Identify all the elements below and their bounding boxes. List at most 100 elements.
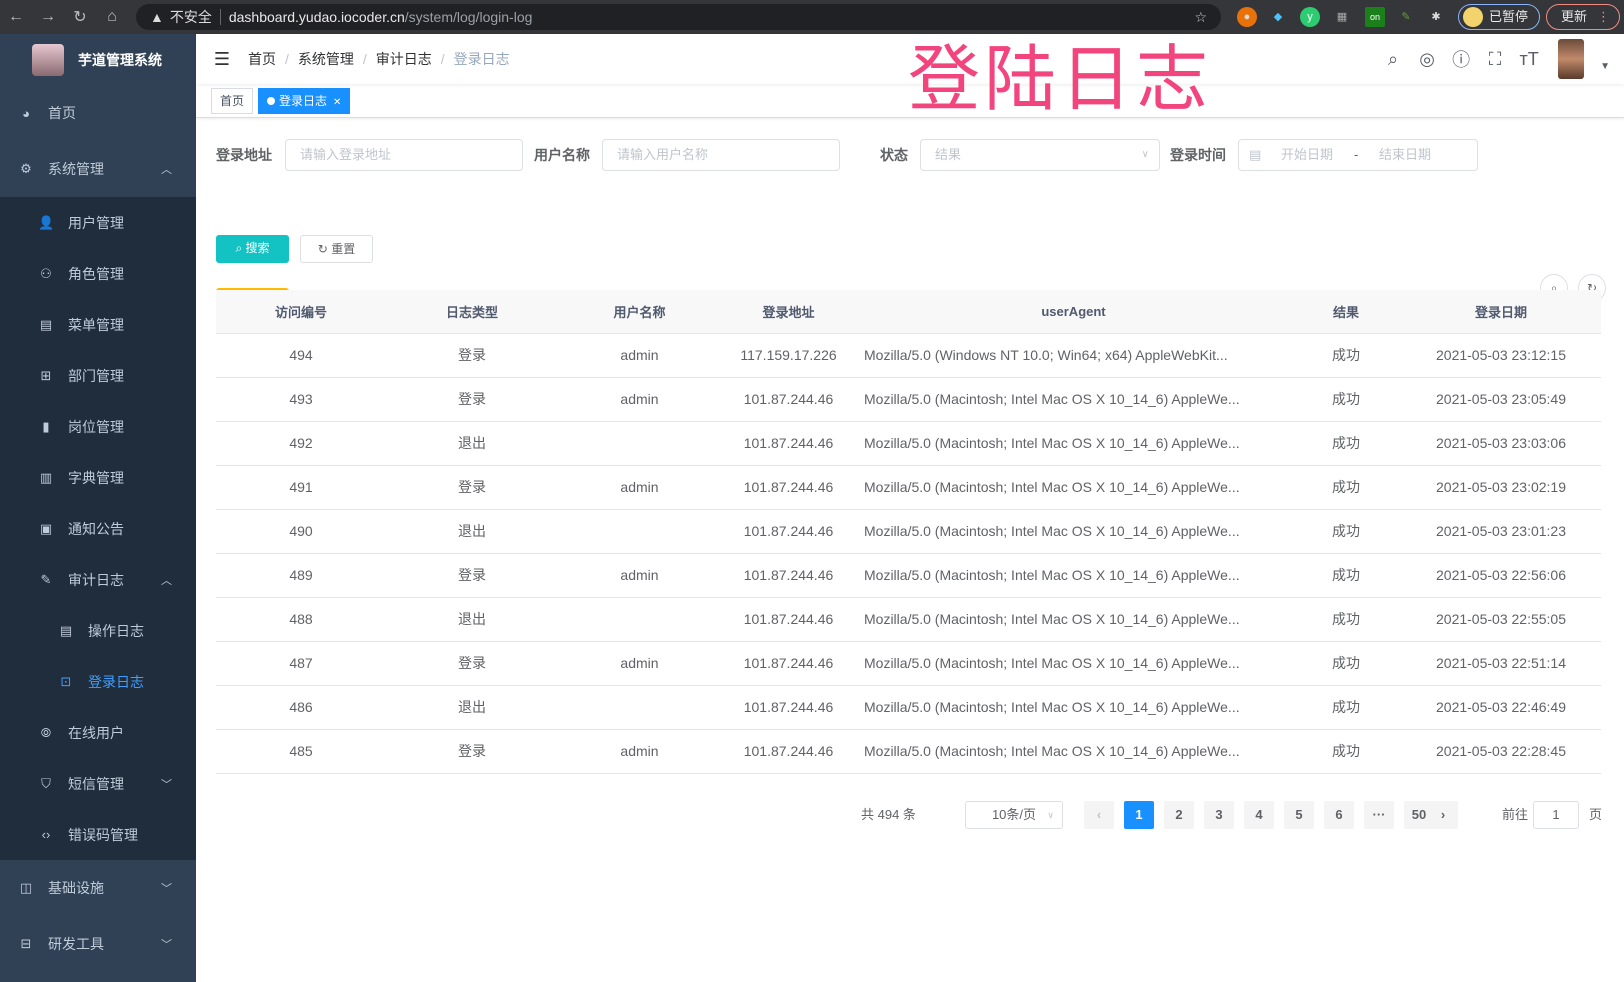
page-button[interactable]: 3 — [1204, 801, 1234, 829]
extension-leaf-icon[interactable]: ✎ — [1401, 11, 1411, 23]
caret-down-icon[interactable]: ▼ — [1600, 60, 1610, 72]
table-cell: 2021-05-03 23:02:19 — [1401, 465, 1601, 510]
page-button[interactable]: 1 — [1124, 801, 1154, 829]
search-icon[interactable]: ⌕ — [1388, 48, 1399, 69]
sidebar-item[interactable]: ✎ 审计日志 ︿ — [0, 554, 196, 605]
tag-login-log[interactable]: 登录日志 ✕ — [258, 87, 351, 114]
username-label: 用户名称 — [534, 147, 590, 163]
extensions-puzzle-icon[interactable]: ✱ — [1431, 11, 1441, 23]
table-cell: 101.87.244.46 — [721, 421, 856, 466]
app-name: 芋道管理系统 — [78, 51, 162, 68]
table-cell: 101.87.244.46 — [721, 685, 856, 730]
table-cell: 488 — [216, 597, 386, 642]
page-button[interactable]: ··· — [1364, 801, 1394, 829]
table-cell: 退出 — [386, 597, 558, 642]
breadcrumb-current: 登录日志 — [453, 51, 510, 67]
page-size-select[interactable]: 10条/页 ∨ — [965, 801, 1063, 829]
extension-y-icon[interactable]: y — [1300, 7, 1320, 27]
back-icon[interactable]: ← — [8, 8, 24, 25]
reset-button[interactable]: ↻ 重置 — [300, 235, 373, 263]
next-page-button[interactable]: › — [1428, 801, 1458, 829]
fullscreen-icon[interactable]: ⛶ — [1488, 48, 1502, 69]
column-header: 结果 — [1291, 290, 1401, 334]
table-cell: 登录 — [386, 465, 558, 510]
font-size-icon[interactable]: ᴛT — [1519, 48, 1539, 69]
page-button[interactable]: 6 — [1324, 801, 1354, 829]
table-cell: 494 — [216, 333, 386, 378]
reload-icon[interactable]: ↻ — [73, 9, 87, 26]
table-cell: 成功 — [1291, 729, 1401, 774]
goto-page-input[interactable]: 1 — [1533, 801, 1579, 829]
table-cell: Mozilla/5.0 (Macintosh; Intel Mac OS X 1… — [856, 597, 1291, 642]
url-path: /system/log/login-log — [404, 9, 533, 25]
home-icon[interactable]: ⌂ — [107, 8, 117, 25]
sidebar-item[interactable]: ▤ 菜单管理 — [0, 299, 196, 350]
dict-icon: ▥ — [39, 469, 53, 485]
sidebar-item[interactable]: ‹› 错误码管理 — [0, 809, 196, 860]
page-button[interactable]: 5 — [1284, 801, 1314, 829]
tree-table-icon: ▤ — [39, 316, 53, 332]
page-button[interactable]: 2 — [1164, 801, 1194, 829]
forward-icon[interactable]: → — [40, 8, 56, 25]
sidebar-item[interactable]: ▮ 岗位管理 — [0, 401, 196, 452]
address-bar[interactable]: ▲ 不安全 dashboard.yudao.iocoder.cn/system/… — [136, 4, 1221, 30]
online-icon: ⦾ — [40, 724, 52, 740]
extension-gem-icon[interactable]: ◆ — [1273, 11, 1283, 23]
sidebar-item[interactable]: ⦾ 在线用户 — [0, 707, 196, 758]
more-icon: ⋮ — [1597, 9, 1611, 24]
sidebar-item[interactable]: ▥ 字典管理 — [0, 452, 196, 503]
message-icon: ▣ — [39, 520, 53, 536]
page-button[interactable]: 4 — [1244, 801, 1274, 829]
github-icon[interactable]: ◎ — [1419, 48, 1435, 69]
tag-home[interactable]: 首页 — [211, 87, 254, 114]
search-button[interactable]: ⌕ 搜索 — [216, 235, 289, 263]
sidebar-item[interactable]: ◫ 基础设施 ﹀ — [0, 860, 196, 916]
table-cell: 成功 — [1291, 377, 1401, 422]
hamburger-icon[interactable]: ☰ — [213, 48, 231, 69]
help-icon[interactable]: ⓘ — [1452, 50, 1471, 70]
breadcrumb-item[interactable]: 首页 — [248, 51, 276, 67]
profile-avatar — [1463, 7, 1483, 27]
sidebar-item[interactable]: ⚙ 系统管理 ︿ — [0, 141, 196, 197]
chevron-down-icon: ﹀ — [161, 778, 172, 791]
sidebar-item[interactable]: ⛉ 短信管理 ﹀ — [0, 758, 196, 809]
sidebar-item[interactable]: ⚇ 角色管理 — [0, 248, 196, 299]
table-cell: 2021-05-03 23:01:23 — [1401, 509, 1601, 554]
column-header: 登录地址 — [721, 290, 856, 334]
avatar[interactable] — [1558, 39, 1585, 79]
start-date-input[interactable]: 开始日期 — [1281, 147, 1334, 162]
sidebar-item[interactable]: ◕ 首页 — [0, 85, 196, 141]
extension-icon[interactable]: ● — [1237, 7, 1257, 27]
profile-paused-button[interactable]: 已暂停 — [1458, 4, 1540, 30]
table-cell: 登录 — [386, 333, 558, 378]
date-range-picker[interactable]: ▤ 开始日期 - 结束日期 — [1238, 139, 1478, 171]
sidebar-item[interactable]: ▣ 通知公告 — [0, 503, 196, 554]
status-select[interactable]: 结果 ∨ — [920, 139, 1160, 171]
username-input[interactable]: 请输入用户名称 — [602, 139, 840, 171]
sidebar-item[interactable]: ▤ 操作日志 — [0, 605, 196, 656]
extension-on-badge[interactable]: on — [1365, 7, 1385, 27]
range-separator: - — [1354, 147, 1359, 162]
tool-icon: ⊟ — [20, 936, 32, 951]
update-button[interactable]: 更新 ⋮ — [1546, 4, 1620, 30]
prev-page-button[interactable]: ‹ — [1084, 801, 1114, 829]
sidebar-item[interactable]: ⊟ 研发工具 ﹀ — [0, 916, 196, 972]
table-cell: 2021-05-03 23:05:49 — [1401, 377, 1601, 422]
sidebar-item-label: 基础设施 — [48, 880, 104, 896]
end-date-input[interactable]: 结束日期 — [1379, 147, 1432, 162]
table-cell: 101.87.244.46 — [721, 465, 856, 510]
ip-input[interactable]: 请输入登录地址 — [285, 139, 523, 171]
sidebar-logo[interactable]: 芋道管理系统 — [0, 34, 196, 85]
sidebar-item[interactable]: 👤 用户管理 — [0, 197, 196, 248]
table-cell: Mozilla/5.0 (Macintosh; Intel Mac OS X 1… — [856, 553, 1291, 598]
sidebar-item[interactable]: ⊡ 登录日志 — [0, 656, 196, 707]
chevron-up-icon: ︿ — [161, 164, 172, 176]
sidebar-item[interactable]: ⊞ 部门管理 — [0, 350, 196, 401]
close-icon[interactable]: ✕ — [333, 96, 342, 108]
breadcrumb-item: 审计日志 — [375, 51, 432, 67]
sidebar-item-label: 部门管理 — [68, 367, 124, 384]
table-row: 488 退出 101.87.244.46 Mozilla/5.0 (Macintosh… — [216, 597, 1601, 642]
extension-grid-icon[interactable]: ▦ — [1336, 11, 1348, 23]
status-placeholder: 结果 — [935, 147, 962, 162]
bookmark-star-icon[interactable]: ☆ — [1194, 8, 1207, 25]
